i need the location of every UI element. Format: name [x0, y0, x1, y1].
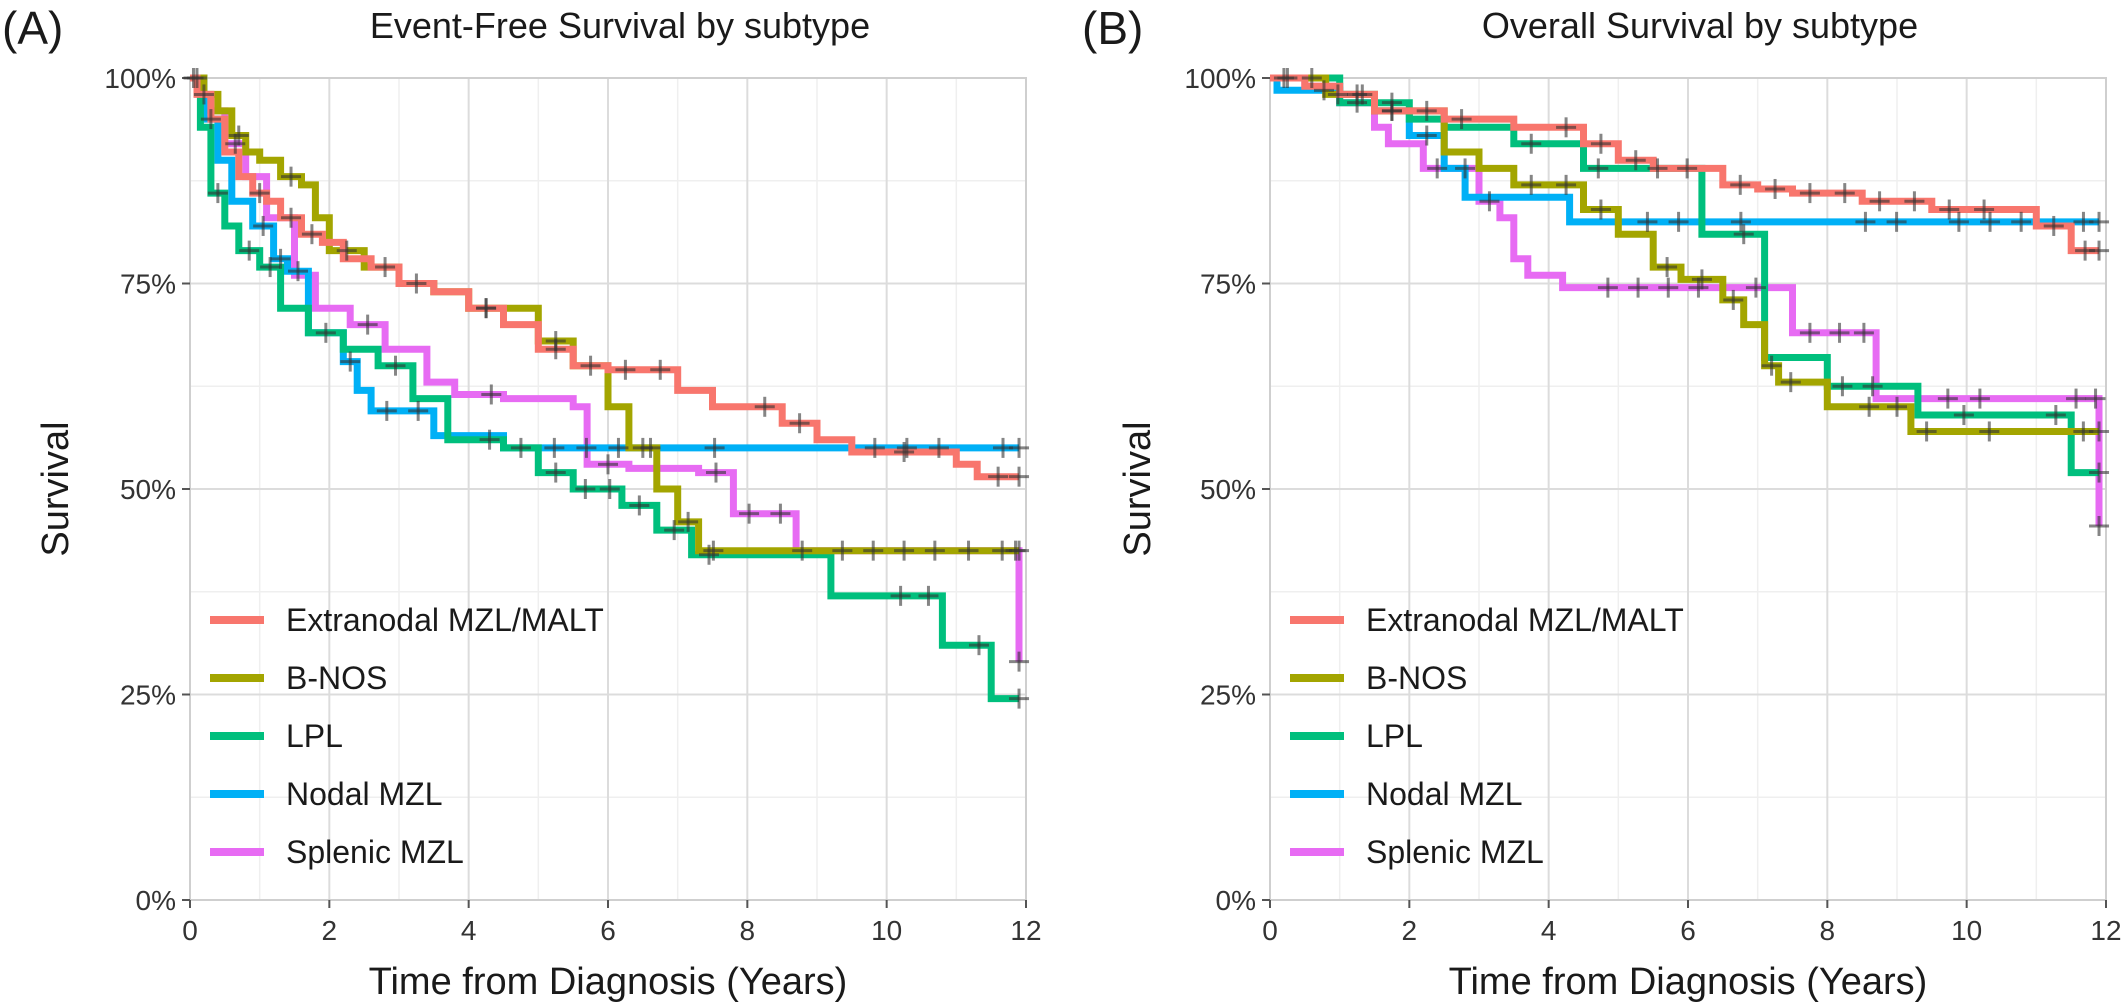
legend-label-b-nos: B-NOS — [286, 660, 387, 696]
x-tick-label: 6 — [1680, 915, 1696, 946]
x-tick-label: 8 — [1820, 915, 1836, 946]
censor-marks — [183, 68, 1030, 709]
censor-marks — [1273, 68, 2110, 536]
y-tick-label: 0% — [136, 885, 176, 916]
survival-curve-extranodal-mzl-malt — [1270, 74, 2099, 255]
x-tick-label: 10 — [871, 915, 902, 946]
x-tick-label: 10 — [1951, 915, 1982, 946]
legend-label-extranodal-mzl-malt: Extranodal MZL/MALT — [1366, 602, 1684, 638]
y-tick-label: 75% — [1200, 269, 1256, 300]
chart-panel-b: 0 2 4 6 8 10 12 0% 25% 50% 75% 100% (B) Overall Survi… — [1082, 2, 2122, 1003]
y-tick-label: 100% — [1184, 63, 1256, 94]
y-tick-label: 0% — [1216, 885, 1256, 916]
chart-title: Overall Survival by subtype — [1482, 5, 1918, 46]
y-tick-label: 50% — [1200, 474, 1256, 505]
legend-label-nodal-mzl: Nodal MZL — [1366, 776, 1523, 812]
x-tick-label: 2 — [322, 915, 338, 946]
x-axis-title: Time from Diagnosis (Years) — [369, 961, 848, 1003]
x-tick-label: 4 — [1541, 915, 1557, 946]
y-tick-label: 75% — [120, 269, 176, 300]
legend-label-lpl: LPL — [286, 718, 343, 754]
y-tick-label: 25% — [120, 680, 176, 711]
legend-label-lpl: LPL — [1366, 718, 1423, 754]
legend: Extranodal MZL/MALT B-NOS LPL Nodal MZL Sple… — [1290, 602, 1684, 870]
legend-label-splenic-mzl: Splenic MZL — [1366, 834, 1544, 870]
survival-curve-nodal-mzl — [190, 74, 1019, 452]
y-tick-label: 25% — [1200, 680, 1256, 711]
survival-curves — [1270, 74, 2103, 526]
x-tick-label: 8 — [740, 915, 756, 946]
y-tick-label: 100% — [104, 63, 176, 94]
panel-label: (B) — [1082, 2, 1143, 54]
x-axis-title: Time from Diagnosis (Years) — [1449, 961, 1928, 1003]
x-tick-label: 6 — [600, 915, 616, 946]
x-tick-label: 12 — [2090, 915, 2121, 946]
survival-curve-nodal-mzl — [1270, 74, 2099, 226]
x-tick-label: 4 — [461, 915, 477, 946]
x-tick-label: 0 — [1262, 915, 1278, 946]
y-axis-title: Survival — [1117, 421, 1159, 556]
legend-label-extranodal-mzl-malt: Extranodal MZL/MALT — [286, 602, 604, 638]
x-tick-label: 2 — [1402, 915, 1418, 946]
y-axis-title: Survival — [35, 421, 77, 556]
chart-panel-a: 0 2 4 6 8 10 12 0% 25% 50% 75% 100% (A) Event-Free Su… — [2, 2, 1042, 1003]
legend-label-nodal-mzl: Nodal MZL — [286, 776, 443, 812]
legend: Extranodal MZL/MALT B-NOS LPL Nodal MZL Sple… — [210, 602, 604, 870]
x-tick-label: 12 — [1010, 915, 1041, 946]
legend-label-splenic-mzl: Splenic MZL — [286, 834, 464, 870]
panel-label: (A) — [2, 2, 63, 54]
x-tick-label: 0 — [182, 915, 198, 946]
chart-title: Event-Free Survival by subtype — [370, 5, 870, 46]
legend-label-b-nos: B-NOS — [1366, 660, 1467, 696]
y-tick-label: 50% — [120, 474, 176, 505]
